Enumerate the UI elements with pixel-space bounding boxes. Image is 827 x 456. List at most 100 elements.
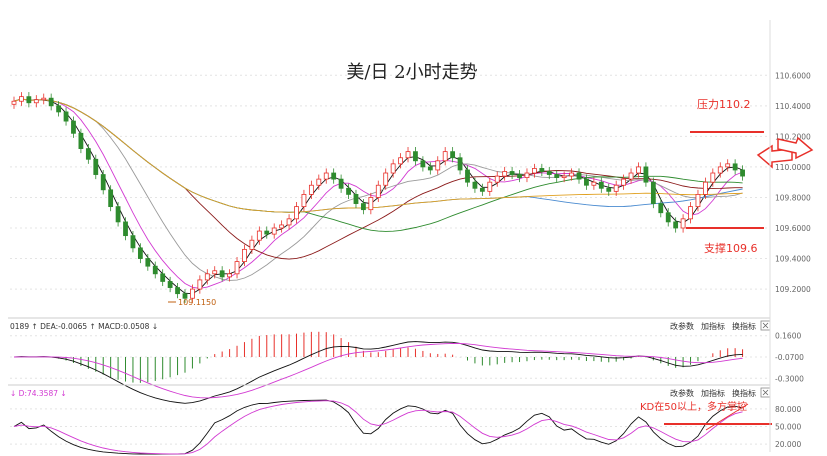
candle-body <box>740 169 745 177</box>
candle-body <box>152 265 158 275</box>
candle-body <box>301 193 307 208</box>
candle-body <box>494 175 500 183</box>
candle-body <box>405 151 411 159</box>
candle-body <box>717 166 723 174</box>
macd-y-ticks: 0.1600 -0.0700 -0.3000 <box>775 332 804 384</box>
candle-body <box>323 172 329 180</box>
candle-body <box>375 184 381 198</box>
candle-body <box>160 273 166 282</box>
kd-panel: ↓ D:74.3587 ↓ 改参数 加指标 换指标 80.000 50.000 20… <box>8 384 801 455</box>
chart-title: 美/日 2小时走势 <box>346 62 477 83</box>
price-y-tick-label: 110.2000 <box>775 132 811 141</box>
candle-body <box>346 187 351 195</box>
candle-body <box>279 224 285 229</box>
candle-body <box>710 172 716 183</box>
price-candles <box>11 92 745 303</box>
candle-body <box>182 293 188 299</box>
price-y-tick-label: 110.0000 <box>775 163 811 172</box>
candle-body <box>219 270 225 278</box>
candle-body <box>294 206 299 220</box>
candle-body <box>487 181 493 192</box>
resistance-label: 压力110.2 <box>697 98 751 111</box>
candle-body <box>197 279 203 290</box>
kd-close-icon[interactable] <box>760 387 771 398</box>
macd-add-indicator-button[interactable]: 加指标 <box>701 321 725 331</box>
candle-body <box>137 247 143 259</box>
kd-edit-params-button[interactable]: 改参数 <box>670 388 694 398</box>
kd-add-indicator-button[interactable]: 加指标 <box>701 388 725 398</box>
macd-dea-line <box>13 342 743 399</box>
price-y-ticks: 110.6000 110.4000 110.2000 110.0000 109.8000… <box>775 71 811 294</box>
kd-k-line <box>13 399 743 455</box>
macd-header: 0189 ↑ DEA:-0.0065 ↑ MACD:0.0508 ↓ <box>10 322 158 331</box>
price-y-tick-label: 109.2000 <box>775 285 811 294</box>
price-panel: 110.6000 110.4000 110.2000 110.0000 109.8000… <box>8 60 814 316</box>
candle-body <box>190 288 195 299</box>
candle-body <box>204 273 210 281</box>
candle-body <box>212 270 218 275</box>
candle-body <box>561 175 567 178</box>
candle-body <box>732 163 738 171</box>
macd-panel: 0189 ↑ DEA:-0.0065 ↑ MACD:0.0508 ↓ 改参数 加… <box>8 317 804 404</box>
candle-body <box>316 178 322 186</box>
candle-body <box>123 221 128 237</box>
candle-body <box>108 189 114 208</box>
price-y-tick-label: 110.6000 <box>775 71 811 80</box>
breakout-arrow <box>756 136 814 169</box>
kd-trend-line <box>705 403 749 431</box>
candle-body <box>584 178 589 186</box>
candle-body <box>338 178 344 189</box>
candle-body <box>167 281 173 288</box>
price-y-tick-label: 109.8000 <box>775 193 811 202</box>
candle-body <box>673 221 679 229</box>
macd-switch-indicator-button[interactable]: 换指标 <box>732 321 756 331</box>
macd-histogram <box>20 331 744 383</box>
macd-close-icon[interactable] <box>760 320 771 331</box>
candle-body <box>100 174 106 191</box>
candle-body <box>442 151 448 162</box>
candle-body <box>26 96 32 104</box>
candle-body <box>695 193 701 208</box>
candle-body <box>242 248 247 263</box>
candle-body <box>63 111 69 122</box>
macd-edit-params-button[interactable]: 改参数 <box>670 321 694 331</box>
candle-body <box>331 172 337 180</box>
candle-body <box>361 203 366 211</box>
kd-switch-indicator-button[interactable]: 换指标 <box>732 388 756 398</box>
candle-body <box>11 100 17 105</box>
candle-body <box>650 181 656 204</box>
candle-body <box>725 163 731 168</box>
candle-body <box>427 166 433 171</box>
candle-body <box>457 157 463 171</box>
candle-body <box>368 197 374 211</box>
candle-body <box>48 97 54 107</box>
candle-body <box>145 258 151 267</box>
candle-body <box>227 273 232 278</box>
candle-body <box>413 151 418 162</box>
candle-body <box>264 230 270 235</box>
candle-body <box>435 160 441 171</box>
support-label: 支撑109.6 <box>704 241 758 255</box>
kd-y-tick-label: 50.000 <box>775 422 801 431</box>
right-arrow-lower <box>756 144 793 169</box>
candle-body <box>598 181 604 189</box>
right-arrow-upper <box>777 136 814 160</box>
candle-body <box>271 227 277 235</box>
price-plot-area <box>8 60 770 316</box>
macd-y-tick-label: -0.3000 <box>775 374 804 383</box>
candle-body <box>665 212 671 223</box>
price-y-tick-label: 110.4000 <box>775 102 811 111</box>
macd-y-tick-label: 0.1600 <box>775 332 801 341</box>
candle-body <box>465 169 470 183</box>
candle-body <box>308 184 314 195</box>
candle-body <box>606 187 612 192</box>
kd-y-tick-label: 80.000 <box>775 405 801 414</box>
candle-body <box>420 160 426 168</box>
candle-body <box>383 172 389 186</box>
candle-body <box>539 168 545 172</box>
candle-body <box>71 120 76 134</box>
candle-body <box>628 172 634 180</box>
candle-body <box>353 193 359 204</box>
price-y-tick-label: 109.4000 <box>775 255 811 264</box>
candle-body <box>472 181 478 189</box>
